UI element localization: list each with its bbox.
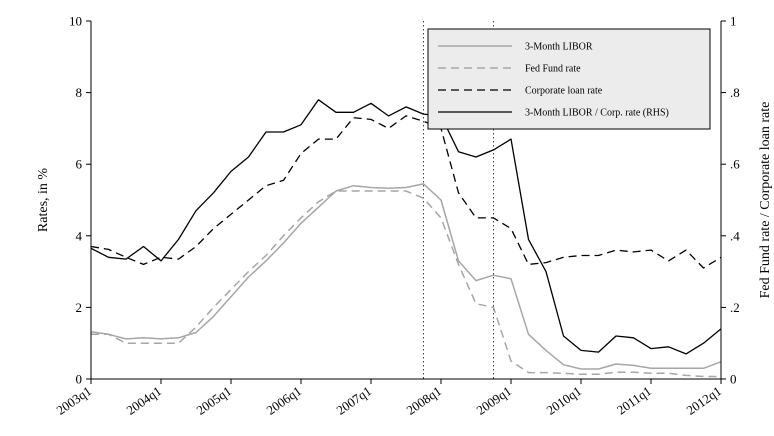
y-tick-label: 10 [69,14,82,29]
series-line-1 [90,183,722,370]
x-tick-label: 2008q1 [403,383,444,418]
x-tick-label: 2006q1 [263,383,304,418]
y2-tick-label: 1 [730,14,737,29]
y-axis-title: Rates, in % [36,168,51,232]
y-tick-label: 4 [76,228,83,243]
x-tick-label: 2010q1 [543,383,584,418]
legend-label-1: 3-Month LIBOR [525,42,593,53]
series-line-3 [90,115,722,269]
y2-tick-label: .4 [730,228,740,243]
x-tick-label: 2003q1 [53,383,94,418]
y2-axis-title: Fed Fund rate / Corporate loan rate [758,102,773,299]
y-tick-label: 6 [76,157,83,172]
y2-tick-label: .8 [730,85,740,100]
y-tick-label: 0 [76,372,83,387]
x-tick-label: 2005q1 [193,383,234,418]
x-tick-label: 2007q1 [333,383,374,418]
series-line-2 [91,190,721,378]
y-tick-label: 8 [76,85,83,100]
y-tick-label: 2 [76,300,83,315]
x-tick-label: 2012q1 [683,383,724,418]
legend-label-3: Corporate loan rate [525,86,603,97]
x-tick-label: 2009q1 [473,383,514,418]
legend: 3-Month LIBOR Fed Fund rate Corporate loan… [427,28,711,130]
x-tick-label: 2004q1 [123,383,164,418]
x-tick-label: 2011q1 [614,383,654,417]
y2-tick-label: .2 [730,300,740,315]
y2-tick-label: .6 [730,157,740,172]
legend-label-2: Fed Fund rate [525,64,581,75]
legend-label-4: 3-Month LIBOR / Corp. rate (RHS) [525,108,669,119]
series-line-4 [90,99,722,355]
y2-tick-label: 0 [730,372,737,387]
